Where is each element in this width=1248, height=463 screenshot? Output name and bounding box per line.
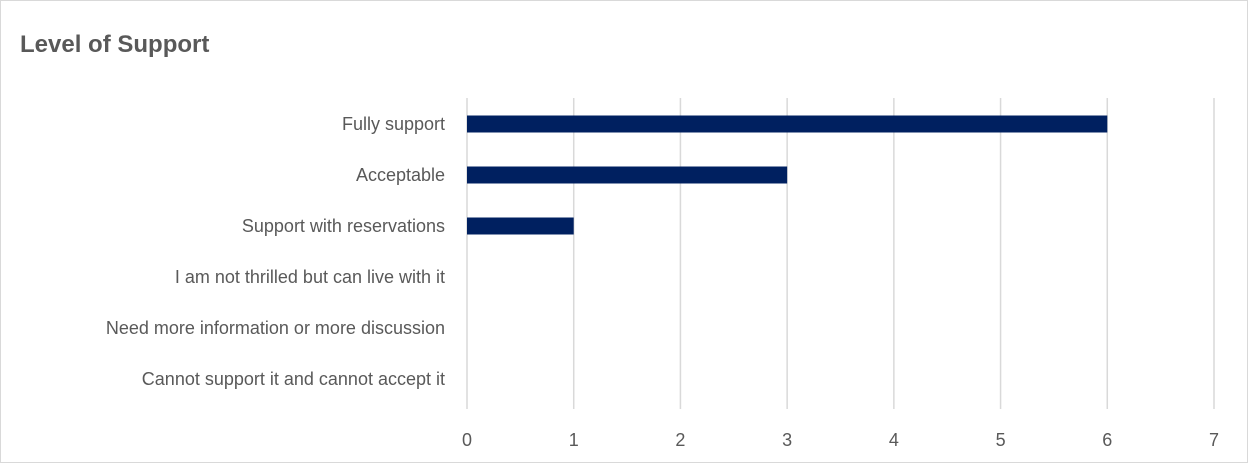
bar [467,217,574,235]
category-label: Support with reservations [242,216,445,236]
bar [467,115,1108,133]
category-label: Acceptable [356,165,445,185]
bar [467,166,788,184]
x-tick-labels: 0 1 2 3 4 5 6 7 [462,430,1219,450]
x-tick-label: 0 [462,430,472,450]
x-tick-label: 5 [996,430,1006,450]
bars [467,115,1108,235]
category-label: Need more information or more discussion [106,318,445,338]
category-label: Fully support [342,114,445,134]
category-labels: Fully support Acceptable Support with rese… [106,114,445,389]
x-tick-label: 6 [1102,430,1112,450]
x-tick-label: 2 [675,430,685,450]
x-tick-label: 4 [889,430,899,450]
category-label: I am not thrilled but can live with it [175,267,445,287]
category-label: Cannot support it and cannot accept it [142,369,445,389]
x-tick-label: 1 [569,430,579,450]
x-tick-label: 7 [1209,430,1219,450]
gridlines [466,98,1215,409]
chart-title: Level of Support [20,31,210,58]
x-tick-label: 3 [782,430,792,450]
